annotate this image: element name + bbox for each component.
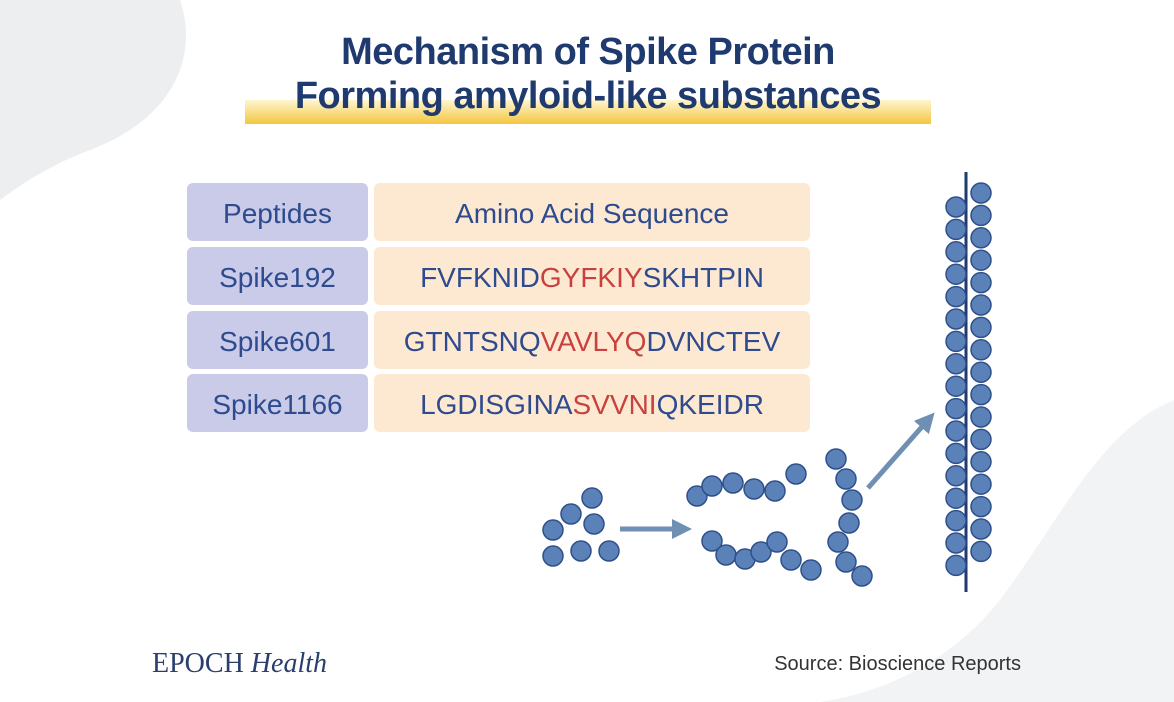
bead xyxy=(835,468,857,490)
bead xyxy=(945,420,967,442)
bead xyxy=(945,263,967,285)
peptide-name: Spike1166 xyxy=(212,389,342,420)
bead xyxy=(945,509,967,532)
bead xyxy=(766,531,788,553)
peptide-name: Spike601 xyxy=(219,326,336,357)
bead xyxy=(851,565,873,587)
sequence-part: GTNTSNQ xyxy=(404,326,541,357)
bead xyxy=(686,485,708,507)
bead xyxy=(945,218,967,241)
title: Forming amyloid-like substances xyxy=(295,75,881,117)
sequence-part: QKEIDR xyxy=(657,389,764,420)
bead xyxy=(970,473,992,495)
peptide-name: Spike192 xyxy=(219,262,336,293)
bead xyxy=(970,271,992,294)
bead xyxy=(542,545,564,567)
bead xyxy=(764,480,786,502)
bead xyxy=(701,530,723,552)
bead xyxy=(945,241,967,263)
bead xyxy=(743,478,765,500)
bead xyxy=(560,503,582,525)
bead xyxy=(970,294,992,316)
title: Mechanism of Spike Protein xyxy=(341,31,835,73)
source: Source: Bioscience Reports xyxy=(774,653,1021,675)
peptide-cell xyxy=(187,311,368,369)
bg-blob xyxy=(0,0,186,200)
bead xyxy=(570,540,592,562)
bead xyxy=(785,463,807,485)
sequence-part: LGDISGINA xyxy=(420,389,573,420)
sequence-part: SKHTPIN xyxy=(643,262,764,293)
header-cell xyxy=(187,183,368,241)
header-text: Peptides xyxy=(223,198,332,229)
bead xyxy=(945,465,967,487)
arrow xyxy=(866,412,935,490)
bead xyxy=(970,428,992,451)
bead xyxy=(581,487,603,509)
bead xyxy=(780,549,802,571)
bead xyxy=(970,361,992,383)
bg-blob xyxy=(820,400,1174,702)
brand: EPOCH xyxy=(152,648,244,679)
bead xyxy=(970,495,992,518)
bead xyxy=(970,227,992,249)
peptide-cell xyxy=(187,374,368,432)
header-text: Amino Acid Sequence xyxy=(455,198,729,229)
brand-logo: EPOCH Health xyxy=(152,648,327,679)
bead xyxy=(945,487,967,509)
bead xyxy=(970,182,992,204)
sequence-highlight: GYFKIY xyxy=(540,262,643,293)
bead xyxy=(970,540,992,563)
bead xyxy=(970,249,992,271)
bead xyxy=(945,532,967,554)
bead xyxy=(970,204,992,227)
bead xyxy=(945,196,967,218)
bead xyxy=(945,397,967,420)
bead xyxy=(945,285,967,308)
sequence: LGDISGINASVVNIQKEIDR xyxy=(420,389,764,420)
bead xyxy=(800,559,822,581)
peptide-cell xyxy=(187,247,368,305)
bead xyxy=(715,544,737,566)
sequence-highlight: VAVLYQ xyxy=(541,326,647,357)
table: Peptides Amino Acid Sequence Spike192 FVFKN… xyxy=(187,183,810,432)
bead xyxy=(835,551,857,573)
bead xyxy=(945,330,967,353)
sequence-cell xyxy=(374,374,810,432)
bead xyxy=(970,451,992,473)
bead xyxy=(827,531,849,553)
aggregation-diagram xyxy=(542,172,992,592)
sequence-part: DVNCTEV xyxy=(646,326,780,357)
bead xyxy=(542,519,564,541)
bead xyxy=(945,442,967,465)
bead xyxy=(945,554,967,577)
title-highlight xyxy=(245,100,931,124)
header-cell xyxy=(374,183,810,241)
sequence-part: FVFKNID xyxy=(420,262,540,293)
bead xyxy=(945,375,967,397)
bead xyxy=(970,406,992,428)
bead xyxy=(701,475,723,497)
brand-suffix: Health xyxy=(250,648,327,679)
bead xyxy=(970,316,992,339)
bead xyxy=(583,513,605,535)
sequence-highlight: SVVNI xyxy=(573,389,657,420)
bead xyxy=(841,489,863,511)
bead xyxy=(838,512,860,534)
bead xyxy=(970,339,992,361)
sequence-cell xyxy=(374,247,810,305)
bead xyxy=(598,540,620,562)
bead xyxy=(945,353,967,375)
sequence: GTNTSNQVAVLYQDVNCTEV xyxy=(404,326,781,357)
bead xyxy=(970,518,992,540)
bead xyxy=(825,448,847,470)
sequence: FVFKNIDGYFKIYSKHTPIN xyxy=(420,262,764,293)
bead xyxy=(970,383,992,406)
sequence-cell xyxy=(374,311,810,369)
bead xyxy=(722,472,744,494)
bead xyxy=(945,308,967,330)
bead xyxy=(750,541,772,563)
